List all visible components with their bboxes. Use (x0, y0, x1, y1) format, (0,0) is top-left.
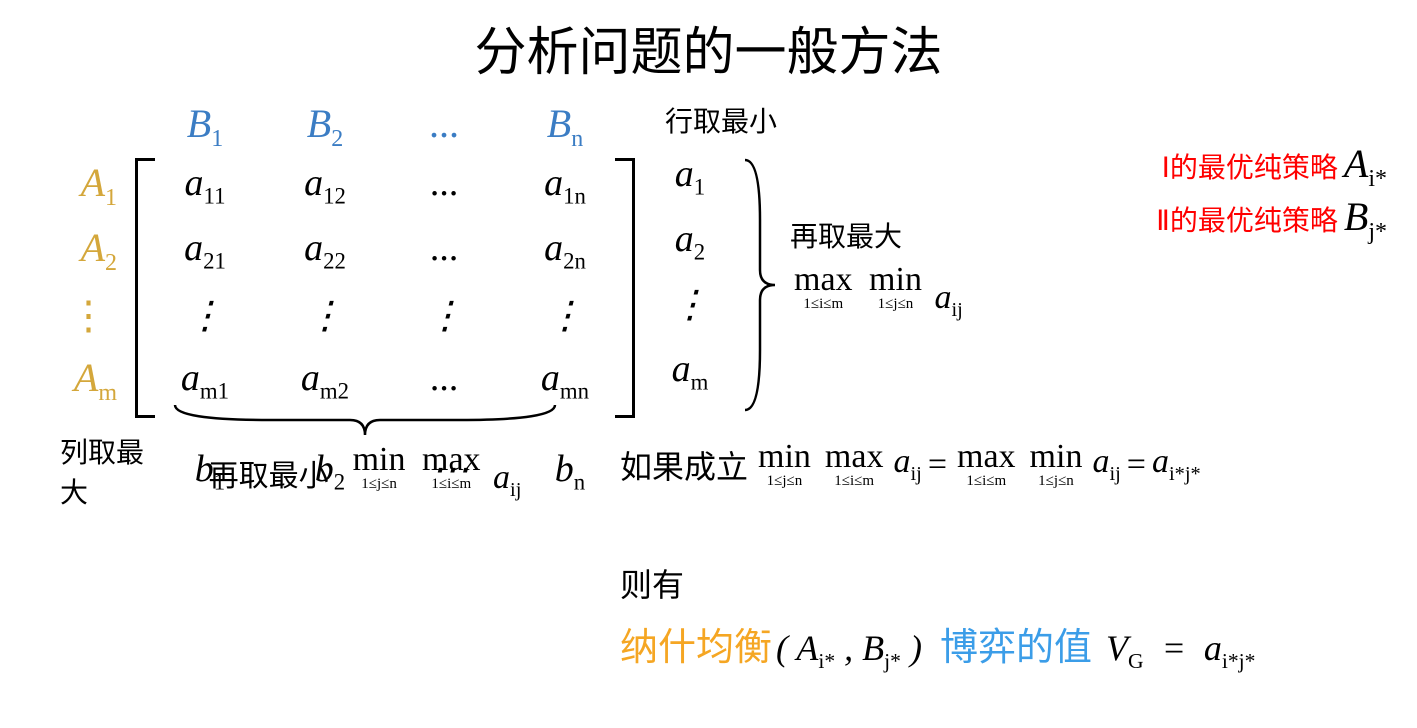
matrix-bracket-right (615, 158, 635, 418)
game-value-expr: VG = ai*j* (1106, 627, 1256, 674)
matrix-col-headers: B1 B2 ... Bn (145, 100, 630, 153)
matrix-bracket-left (135, 158, 155, 418)
page-title: 分析问题的一般方法 (0, 10, 1417, 85)
underbrace-min: 再取最小 min1≤j≤n max1≤i≤m aij (170, 400, 560, 502)
right-brace (740, 155, 780, 420)
strategy-player-2: Ⅱ的最优纯策略 Bj* (1156, 193, 1387, 246)
saddle-point-equation: 如果成立 min1≤j≤n max1≤i≤m aij = max1≤i≤m mi… (620, 440, 1201, 489)
nash-label: 纳什均衡 (620, 616, 772, 671)
optimal-strategies: Ⅰ的最优纯策略 Ai* Ⅱ的最优纯策略 Bj* (1156, 140, 1387, 246)
nash-equilibrium-result: 则有 纳什均衡 ( Ai* , Bj* ) 博弈的值 VG = ai*j* (620, 560, 1255, 674)
maxmin-expression: max1≤i≤m min1≤j≤n aij (790, 263, 963, 322)
strategy-player-1: Ⅰ的最优纯策略 Ai* (1156, 140, 1387, 193)
nash-pair: ( Ai* , Bj* ) (776, 627, 922, 674)
row-min-title: 行取最小 (665, 100, 777, 140)
maxmin-block: 再取最大 max1≤i≤m min1≤j≤n aij (790, 215, 963, 322)
eq-prefix: 如果成立 (620, 442, 748, 488)
brace-icon (740, 155, 780, 415)
minmax-expression: min1≤j≤n max1≤i≤m aij (349, 443, 522, 502)
game-value-label: 博弈的值 (940, 616, 1092, 671)
underbrace-label: 再取最小 (209, 443, 329, 495)
result-prefix: 则有 (620, 560, 1255, 606)
max-again-label: 再取最大 (790, 215, 963, 255)
underbrace-icon (170, 400, 560, 440)
col-max-label: 列取最大 (60, 431, 150, 511)
